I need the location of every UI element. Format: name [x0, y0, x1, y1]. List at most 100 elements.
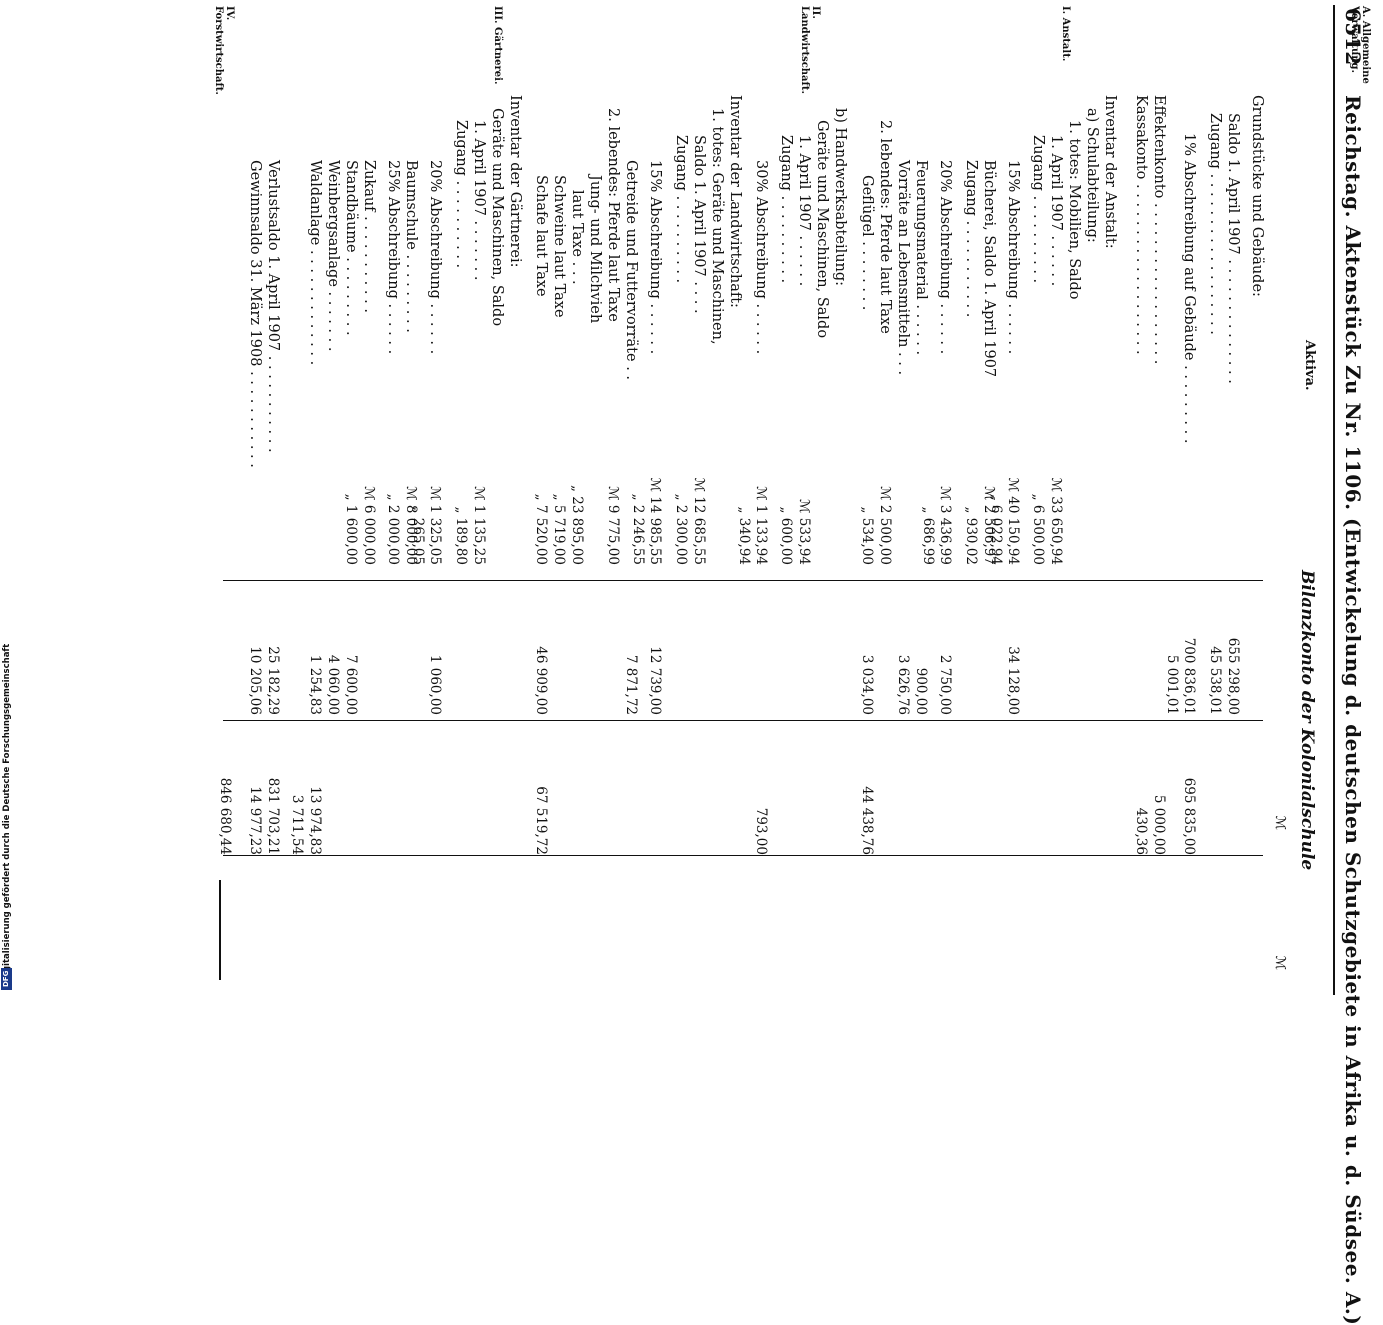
- row-label: Schafe laut Taxe: [533, 175, 549, 297]
- row-label: b) Handwerksabteilung:: [832, 108, 848, 287]
- row-label: Schweine laut Taxe: [551, 175, 567, 318]
- aktiva-label: Aktiva.: [1302, 340, 1317, 391]
- row-label: Zukauf . . . . . . . . . . .: [361, 160, 377, 313]
- amount-c2: ℳ 1 135,25: [471, 486, 487, 565]
- row-label: 20% Abschreibung . . . . . .: [937, 160, 953, 355]
- amount-c2: ℳ 12 685,55: [691, 477, 707, 565]
- row-label: Weinbergsanlage . . . . . . .: [325, 160, 341, 352]
- amount-c4: 44 438,76: [859, 786, 875, 855]
- column-rule-1: [223, 580, 1263, 581]
- row-label: Effektenkonto . . . . . . . . . . . . . …: [1151, 95, 1167, 365]
- row-label: 1. April 1907 . . . . . .: [796, 135, 812, 287]
- amount-c3: 34 128,00: [1005, 646, 1021, 715]
- amount-c2: ℳ 14 985,55: [647, 477, 663, 565]
- amount-c2: ℳ 1 133,94: [753, 486, 769, 565]
- amount-c2: ℳ 9 775,00: [605, 486, 621, 565]
- row-label: 1. April 1907 . . . . . .: [1048, 135, 1064, 287]
- column-mark-c3: ℳ: [1272, 815, 1288, 830]
- amount-c3: 25 182,29: [265, 646, 281, 715]
- row-label: Baumschule . . . . . . . . .: [403, 160, 419, 333]
- amount-c4: 831 703,21: [265, 777, 281, 855]
- row-label: 30% Abschreibung . . . . . .: [753, 160, 769, 355]
- row-label: Kassakonto . . . . . . . . . . . . . . .…: [1133, 95, 1149, 355]
- amount-c3: 1 254,83: [307, 654, 323, 715]
- row-label: Vorräte an Lebensmitteln . . .: [895, 160, 911, 376]
- row-label: 2. lebendes: Pferde laut Taxe: [877, 120, 893, 334]
- amount-c2: ℳ 533,94: [796, 499, 812, 565]
- amount-c2: „ 930,02: [963, 506, 979, 565]
- column-rule-2: [223, 720, 1263, 721]
- section-label: A. Allgemeine Verwaltung.: [1349, 6, 1371, 84]
- amount-c2: „ 23 895,00: [569, 485, 585, 565]
- amount-c2-deduction: „ 2 246,55: [630, 493, 646, 565]
- amount-c2: ℳ 2 506,97: [981, 486, 997, 565]
- amount-c4: 793,00: [753, 807, 769, 855]
- column-mark-c4: ℳ: [1272, 955, 1288, 970]
- amount-c3: 1 060,00: [427, 654, 443, 715]
- column-rule-3: [223, 855, 1263, 856]
- amount-c3: 3 626,76: [895, 654, 911, 715]
- row-label: Gewinnsaldo 31. März 1908 . . . . . . . …: [247, 160, 263, 468]
- row-label: Geräte und Maschinen, Saldo: [489, 108, 505, 327]
- row-label: Inventar der Anstalt:: [1102, 95, 1118, 249]
- row-label: 15% Abschreibung . . . . . .: [1005, 160, 1021, 355]
- amount-c2: „ 534,00: [859, 506, 875, 565]
- dfg-logo: DFG: [1, 968, 12, 990]
- amount-c3: 4 060,00: [325, 654, 341, 715]
- amount-c2: „ 2 300,00: [673, 493, 689, 565]
- row-label: Jung- und Milchvieh: [587, 175, 603, 324]
- amount-c2: „ 5 719,00: [551, 493, 567, 565]
- amount-c2: „ 600,00: [778, 506, 794, 565]
- amount-c2: ℳ 8 000,00: [403, 486, 419, 565]
- amount-c3: 46 909,00: [533, 646, 549, 715]
- row-label: Feuerungsmaterial . . . . . .: [913, 160, 929, 356]
- amount-c3: 10 205,06: [247, 646, 263, 715]
- amount-c3: 7 871,72: [623, 654, 639, 715]
- row-label: laut Taxe . . .: [569, 190, 585, 285]
- amount-c4: 5 000,00: [1151, 794, 1167, 855]
- row-label: Zugang . . . . . . . . . .: [673, 135, 689, 284]
- amount-c4: 430,36: [1133, 807, 1149, 855]
- amount-c4: 67 519,72: [533, 786, 549, 855]
- amount-c2: ℳ 1 325,05: [427, 486, 443, 565]
- row-label: Standbäume . . . . . . . . .: [343, 160, 359, 336]
- bilanz-label: Bilanzkonto der Kolonialschule: [1297, 570, 1317, 871]
- document-page: 6512 Reichstag. Aktenstück Zu Nr. 1106. …: [213, 5, 1371, 1325]
- section-label: III. Gärtnerei.: [492, 6, 503, 85]
- row-label: Zugang . . . . . . . . . . . . . . . . .…: [1207, 113, 1223, 335]
- row-label: 1. totes: Mobilien, Saldo: [1066, 120, 1082, 300]
- amount-c3: 700 836,01: [1181, 637, 1197, 715]
- section-label: II. Landwirtschaft.: [799, 6, 821, 94]
- amount-c3: 7 600,00: [343, 654, 359, 715]
- row-label: Geflügel . . . . . . . .: [859, 175, 875, 311]
- amount-c4: 14 977,23: [247, 786, 263, 855]
- amount-c4: 695 835,00: [1181, 777, 1197, 855]
- amount-c3: 45 538,01: [1207, 646, 1223, 715]
- amount-c2-deduction: „ 340,94: [736, 506, 752, 565]
- row-label: Grundstücke und Gebäude:: [1249, 95, 1265, 297]
- row-label: Zugang . . . . . . . . . . .: [963, 160, 979, 318]
- section-label: IV. Forstwirtschaft.: [213, 6, 235, 95]
- amount-c3: 900,00: [913, 667, 929, 715]
- row-label: Getreide und Futtervorräte . .: [623, 160, 639, 381]
- amount-c3: 3 034,00: [859, 654, 875, 715]
- row-label: 1. totes: Geräte und Maschinen,: [709, 108, 725, 345]
- amount-c2: „ 7 520,00: [533, 493, 549, 565]
- row-label: 2. lebendes: Pferde laut Taxe: [605, 108, 621, 322]
- amount-c2-deduction: „ 686,99: [920, 506, 936, 565]
- amount-c2: ℳ 33 650,94: [1048, 477, 1064, 565]
- row-label: Inventar der Gärtnerei:: [507, 95, 523, 268]
- row-label: Waldanlage . . . . . . . . . . . . .: [307, 160, 323, 366]
- row-label: a) Schulabteilung:: [1084, 108, 1100, 243]
- amount-c3: 655 298,00: [1225, 637, 1241, 715]
- page-header-title: Reichstag. Aktenstück Zu Nr. 1106. (Entw…: [1341, 95, 1365, 1325]
- amount-c4: 13 974,83: [307, 786, 323, 855]
- row-label: 1. April 1907 . . . . . . .: [471, 120, 487, 281]
- amount-c2: „ 189,80: [453, 506, 469, 565]
- amount-c2: ℳ 6 000,00: [361, 486, 377, 565]
- row-label: Zugang . . . . . . . . . .: [453, 120, 469, 269]
- row-label: Saldo 1. April 1907 . . . . . . . . . . …: [1225, 113, 1241, 384]
- amount-c3: 12 739,00: [647, 646, 663, 715]
- total-rule: [219, 880, 221, 980]
- row-label: Zugang . . . . . . . . . .: [778, 135, 794, 284]
